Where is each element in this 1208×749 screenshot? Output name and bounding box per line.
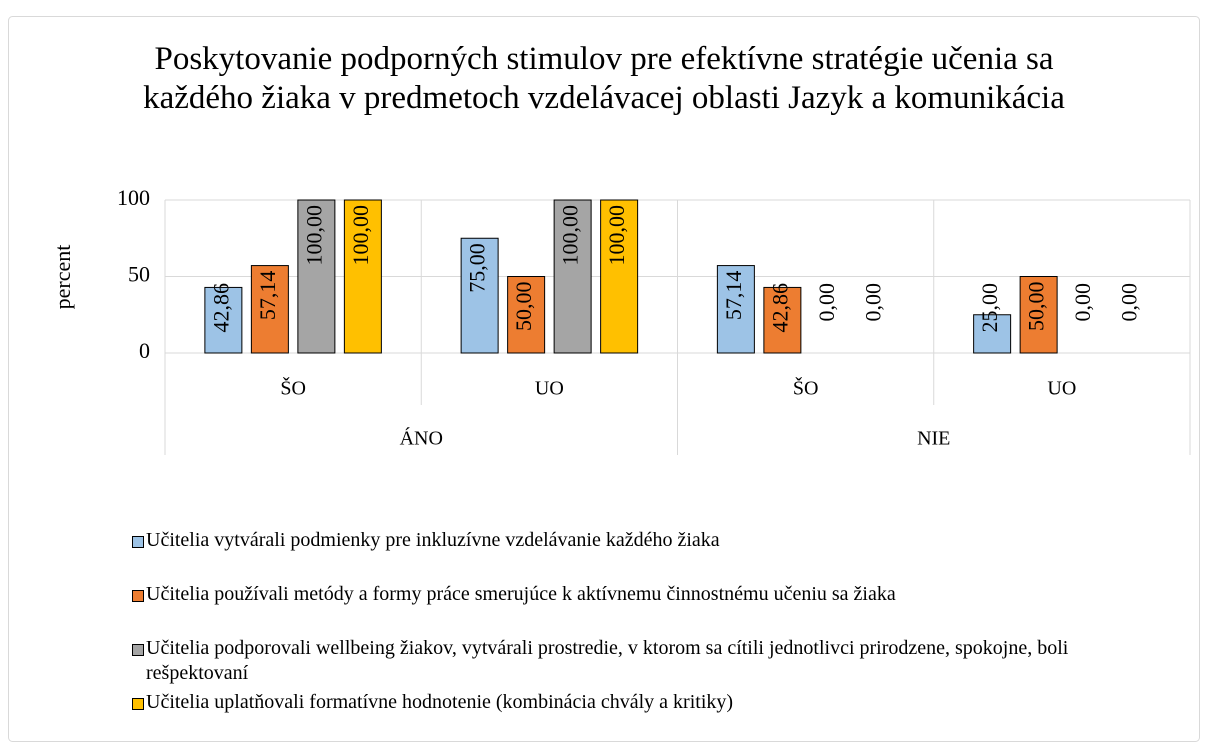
bar: [507, 276, 546, 354]
legend: Učitelia vytvárali podmienky pre inkluzí…: [132, 528, 1142, 744]
value-label: 42,86: [767, 283, 792, 333]
bar: [763, 286, 802, 354]
legend-swatch: [132, 698, 144, 710]
x-tick-label: UO: [535, 378, 564, 400]
x-group-label: NIE: [917, 428, 950, 450]
legend-label: Učitelia vytvárali podmienky pre inkluzí…: [146, 529, 720, 551]
value-label: 25,00: [977, 283, 1002, 333]
y-axis-label: percent: [50, 245, 75, 310]
x-group-label: ÁNO: [400, 427, 443, 450]
value-label: 100,00: [604, 205, 629, 266]
x-tick-label: UO: [1047, 378, 1076, 400]
bar: [204, 286, 243, 354]
x-tick-label: ŠO: [793, 376, 819, 400]
value-label: 0,00: [1070, 283, 1095, 322]
value-label: 100,00: [301, 205, 326, 266]
legend-label: Učitelia používali metódy a formy práce …: [146, 583, 896, 605]
value-label: 50,00: [511, 282, 536, 332]
bar: [297, 199, 336, 354]
y-tick-label: 0: [139, 338, 150, 363]
y-tick-label: 100: [117, 185, 150, 210]
value-label: 42,86: [208, 283, 233, 333]
legend-item: Učitelia podporovali wellbeing žiakov, v…: [132, 636, 1142, 690]
value-label: 57,14: [721, 271, 746, 321]
value-label: 0,00: [860, 283, 885, 322]
bar: [250, 265, 289, 354]
value-label: 100,00: [558, 205, 583, 266]
bar: [553, 199, 592, 354]
y-tick-label: 50: [128, 262, 150, 287]
bar: [973, 314, 1012, 354]
legend-item: Učitelia vytvárali podmienky pre inkluzí…: [132, 528, 1142, 582]
legend-swatch: [132, 536, 144, 548]
chart-title: Poskytovanie podporných stimulov pre efe…: [143, 41, 1065, 116]
legend-item: Učitelia uplatňovali formatívne hodnoten…: [132, 690, 1142, 744]
x-tick-label: ŠO: [280, 376, 306, 400]
value-label: 50,00: [1024, 282, 1049, 332]
value-label: 0,00: [1117, 283, 1142, 322]
bar: [716, 265, 755, 354]
legend-swatch: [132, 590, 144, 602]
value-label: 0,00: [814, 283, 839, 322]
bar: [460, 237, 499, 354]
legend-swatch: [132, 644, 144, 656]
value-label: 57,14: [255, 271, 280, 321]
bar: [343, 199, 382, 354]
bar: [1019, 276, 1058, 354]
value-label: 75,00: [465, 243, 490, 293]
legend-label: Učitelia uplatňovali formatívne hodnoten…: [146, 691, 734, 713]
value-label: 100,00: [348, 205, 373, 266]
legend-label: Učitelia podporovali wellbeing žiakov, v…: [146, 637, 1069, 684]
chart-border: [8, 16, 1200, 742]
bar: [600, 199, 639, 354]
legend-item: Učitelia používali metódy a formy práce …: [132, 582, 1142, 636]
